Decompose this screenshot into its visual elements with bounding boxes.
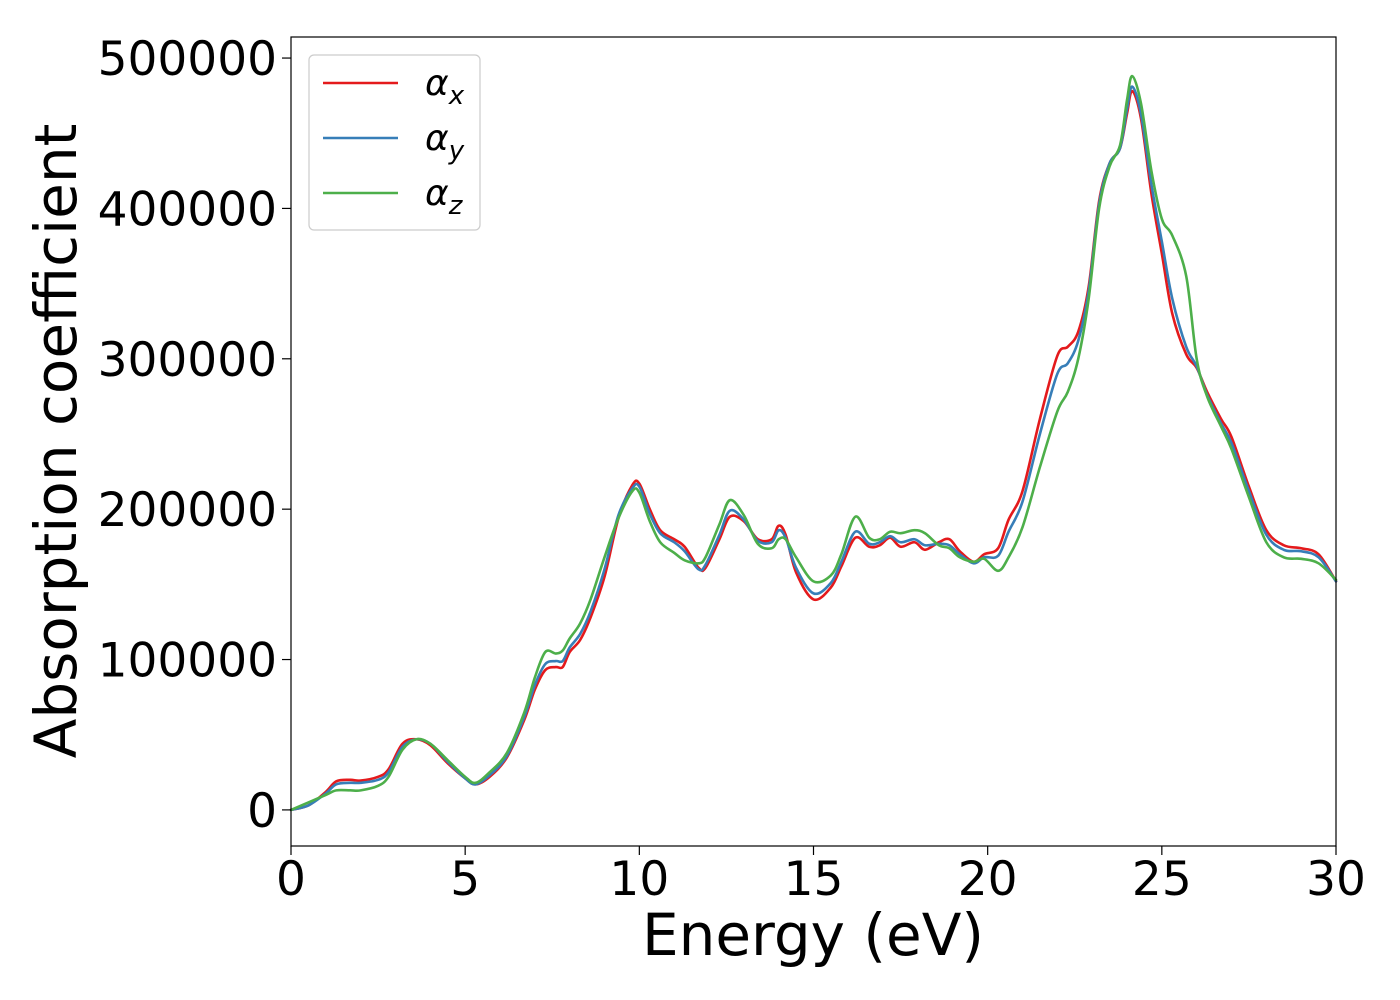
legend-label-z: αz	[425, 173, 464, 221]
x-tick-label: 20	[958, 852, 1018, 907]
y-tick-label: 100000	[98, 634, 277, 689]
legend-label-y: αy	[425, 118, 465, 166]
x-tick-label: 5	[450, 852, 480, 907]
x-tick-label: 15	[784, 852, 844, 907]
series-layer	[289, 74, 1338, 812]
legend-box	[308, 54, 481, 231]
x-axis-ticks: 0 5 10 15 20 25 30	[276, 846, 1366, 907]
x-tick-label: 10	[609, 852, 669, 907]
y-tick-label: 300000	[98, 333, 277, 388]
x-tick-label: 25	[1132, 852, 1192, 907]
x-axis-label: Energy (eV)	[642, 901, 984, 969]
y-tick-label: 500000	[98, 32, 277, 87]
x-tick-label: 0	[276, 852, 306, 907]
y-axis-ticks: 0 100000 200000 300000 400000 500000	[98, 32, 291, 839]
series-line-y	[289, 85, 1338, 812]
y-axis-label: Absorption coefficient	[22, 124, 90, 759]
series-line-z	[289, 74, 1338, 812]
x-tick-label: 30	[1306, 852, 1366, 907]
legend-entries: αx αy αz	[323, 63, 465, 221]
legend-label-x: αx	[425, 63, 465, 111]
legend: αx αy αz	[308, 54, 481, 231]
y-tick-label: 400000	[98, 182, 277, 237]
y-tick-label: 0	[247, 784, 277, 839]
y-tick-label: 200000	[98, 483, 277, 538]
